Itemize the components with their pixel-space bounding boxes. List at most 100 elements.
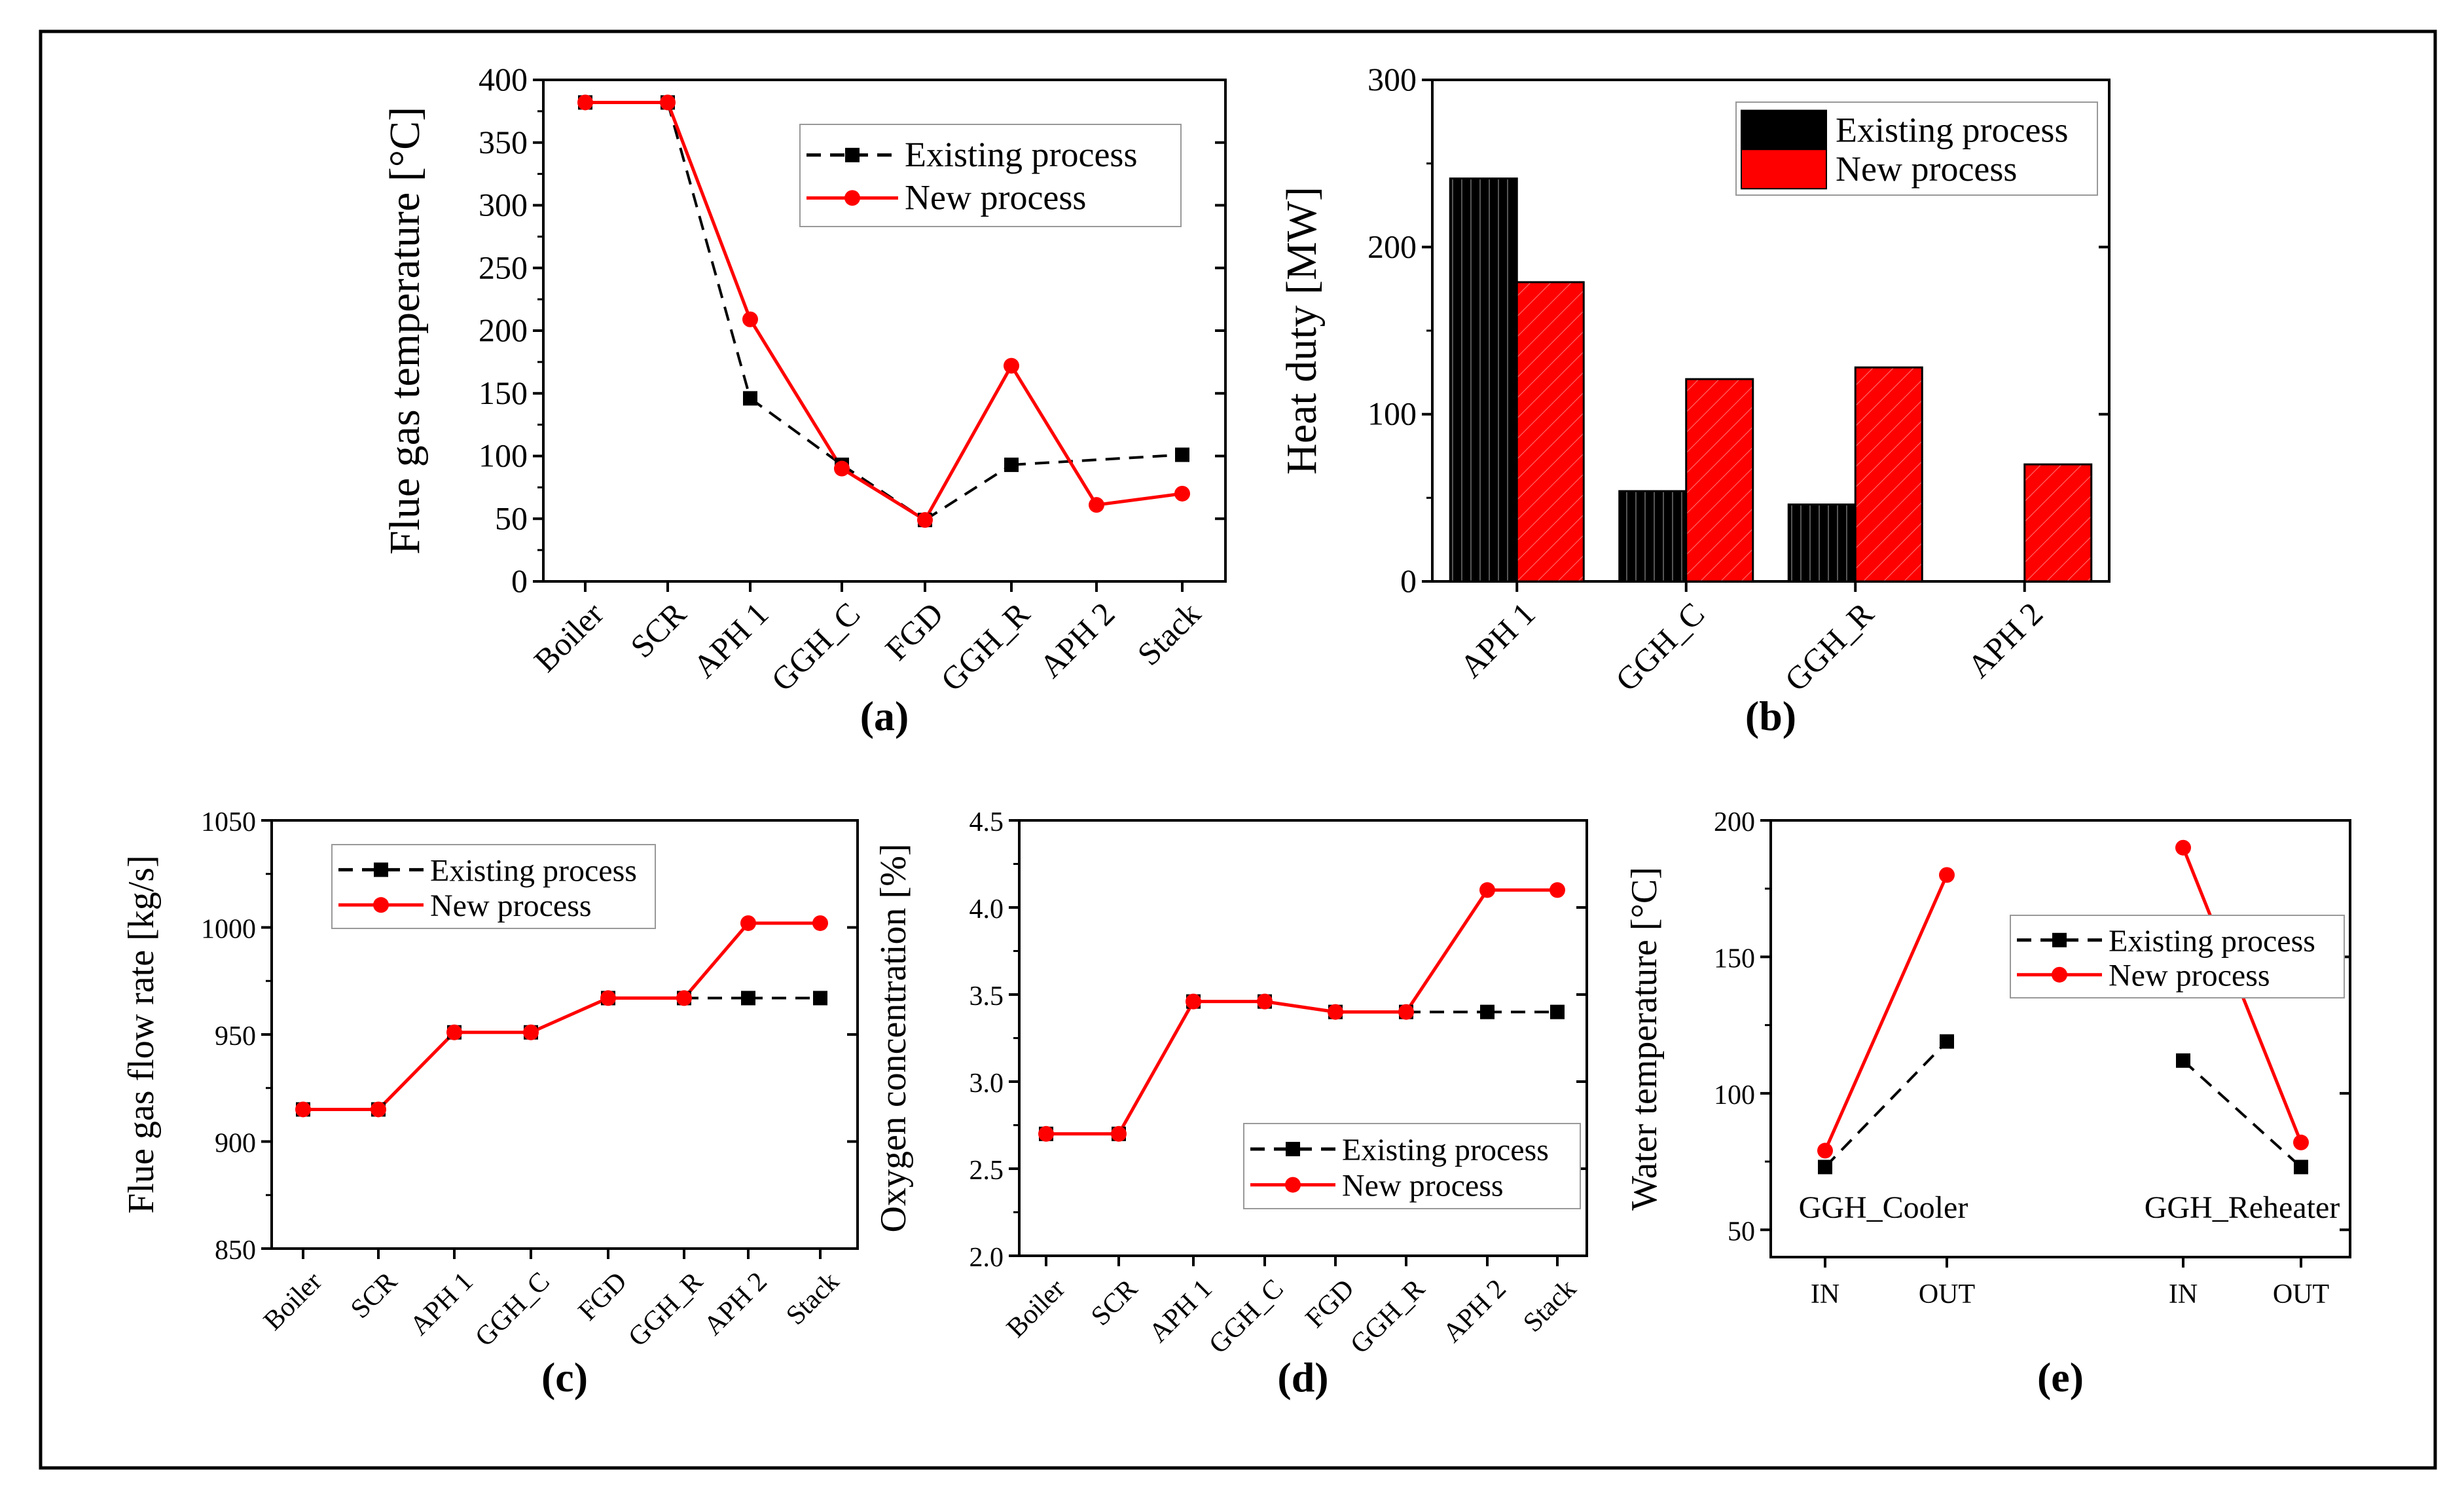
y-tick-label: 2.0	[969, 1243, 1004, 1273]
new-series-line	[1009, 365, 1098, 506]
y-tick-label: 200	[479, 312, 528, 348]
new-series-line	[1404, 889, 1489, 1013]
y-tick-label: 1050	[201, 807, 256, 837]
x-tick-label: APH 2	[698, 1266, 773, 1341]
y-tick-label: 50	[495, 500, 528, 536]
group-label: GGH_Cooler	[1799, 1190, 1968, 1225]
x-tick-label: FGD	[878, 595, 950, 667]
new-data-point	[1817, 1143, 1833, 1159]
existing-series-line	[749, 397, 843, 466]
panel-a-temperature-chart: 0 50 100 150 200 250 300 350 400 Flue gas tempera…	[381, 61, 1227, 739]
y-tick-label: 3.5	[969, 981, 1004, 1012]
x-tick-label: GGH_R	[933, 595, 1037, 698]
new-series-line	[1117, 1000, 1195, 1135]
panel-b-heat-duty-chart: 0 100 200 300 Heat duty [MW] (b) APH 1 GGH_C GGH…	[1278, 61, 2111, 739]
new-data-point	[2175, 839, 2191, 856]
new-data-point	[295, 1101, 311, 1118]
x-tick-label: GGH_C	[469, 1266, 556, 1353]
y-tick-label: 0	[511, 562, 528, 599]
legend-box	[331, 844, 656, 929]
x-tick-label: FGD	[1300, 1273, 1360, 1334]
new-data-point	[2293, 1134, 2309, 1150]
new-data-point	[660, 94, 676, 111]
legend-new-label: New process	[1836, 149, 2017, 189]
legend-box	[1243, 1123, 1581, 1209]
y-tick-label: 4.0	[969, 894, 1004, 924]
existing-data-point	[1550, 1004, 1565, 1019]
x-tick-label: SCR	[345, 1266, 403, 1325]
x-tick-label: APH 1	[405, 1266, 479, 1341]
x-tick-label: APH 2	[1960, 595, 2050, 685]
existing-data-point	[741, 991, 755, 1006]
y-tick-label: 100	[1368, 395, 1417, 432]
existing-data-point	[1818, 1160, 1832, 1175]
existing-data-point	[813, 991, 827, 1006]
new-series-line	[923, 365, 1013, 521]
existing-bar	[1449, 177, 1518, 583]
legend-existing-label: Existing process	[1342, 1133, 1549, 1167]
legend-existing-label: Existing process	[430, 853, 637, 888]
panel-label: (a)	[860, 693, 909, 739]
x-tick-label: GGH_C	[764, 595, 867, 698]
new-series-line	[377, 1031, 456, 1111]
y-axis-title: Flue gas flow rate [kg/s]	[121, 855, 162, 1213]
new-series-line	[683, 922, 750, 1000]
panel-label: (b)	[1745, 693, 1796, 739]
existing-series-line	[2182, 1059, 2302, 1168]
y-tick-label: 3.0	[969, 1069, 1004, 1099]
y-tick-label: 400	[479, 61, 528, 98]
x-tick-label: Stack	[780, 1266, 845, 1331]
new-bar	[1685, 378, 1754, 583]
new-data-point	[834, 460, 850, 477]
panel-e-water-temperature-chart: 50 100 150 200 Water temperature [°C] (e) IN OU…	[1624, 807, 2351, 1400]
new-data-point	[600, 990, 616, 1006]
x-tick-label: GGH_C	[1203, 1273, 1290, 1360]
new-series-line	[748, 318, 844, 469]
new-data-point	[676, 990, 692, 1006]
figure-border	[39, 29, 2437, 1470]
new-data-point	[577, 94, 593, 111]
y-axis-title: Water temperature [°C]	[1624, 867, 1665, 1211]
x-tick-label: APH 1	[686, 595, 776, 685]
new-data-point	[742, 311, 758, 327]
x-tick-label: IN	[2169, 1279, 2198, 1309]
x-tick-label: APH 2	[1032, 595, 1122, 685]
new-data-point	[917, 512, 933, 528]
existing-data-point	[1004, 457, 1019, 472]
legend-new-label: New process	[1342, 1169, 1504, 1203]
new-data-point	[1186, 993, 1201, 1010]
existing-data-point	[1940, 1034, 1954, 1049]
x-tick-label: Boiler	[527, 595, 611, 679]
legend-new-marker	[2052, 966, 2067, 983]
existing-data-point	[1480, 1004, 1495, 1019]
existing-data-point	[743, 391, 757, 406]
legend-existing-marker	[2052, 932, 2067, 947]
existing-series-line	[1011, 453, 1183, 466]
new-series-line	[1264, 1000, 1336, 1014]
y-tick-label: 200	[1368, 228, 1417, 265]
new-data-point	[1328, 1004, 1343, 1020]
y-axis-title: Oxygen concentration [%]	[873, 844, 914, 1233]
existing-data-point	[1175, 447, 1189, 462]
plot-frame	[1769, 819, 2351, 1258]
legend-new-marker	[844, 190, 860, 206]
x-tick-label: IN	[1811, 1279, 1839, 1309]
existing-data-point	[2294, 1160, 2308, 1175]
x-tick-label: Boiler	[258, 1266, 328, 1336]
panel-label: (c)	[541, 1354, 588, 1400]
new-data-point	[371, 1101, 386, 1118]
new-data-point	[1479, 882, 1495, 898]
new-data-point	[1257, 993, 1273, 1010]
existing-bar	[1618, 490, 1688, 583]
legend-box	[2010, 915, 2345, 998]
legend-existing-marker	[1286, 1142, 1300, 1156]
x-tick-label: APH 1	[1453, 595, 1542, 685]
y-tick-label: 350	[479, 124, 528, 160]
new-data-point	[1549, 882, 1565, 898]
x-tick-label: GGH_R	[1777, 595, 1881, 698]
legend-new-swatch	[1741, 149, 1827, 190]
legend-existing-label: Existing process	[2109, 924, 2315, 959]
y-axis-title: Heat duty [MW]	[1278, 187, 1326, 475]
